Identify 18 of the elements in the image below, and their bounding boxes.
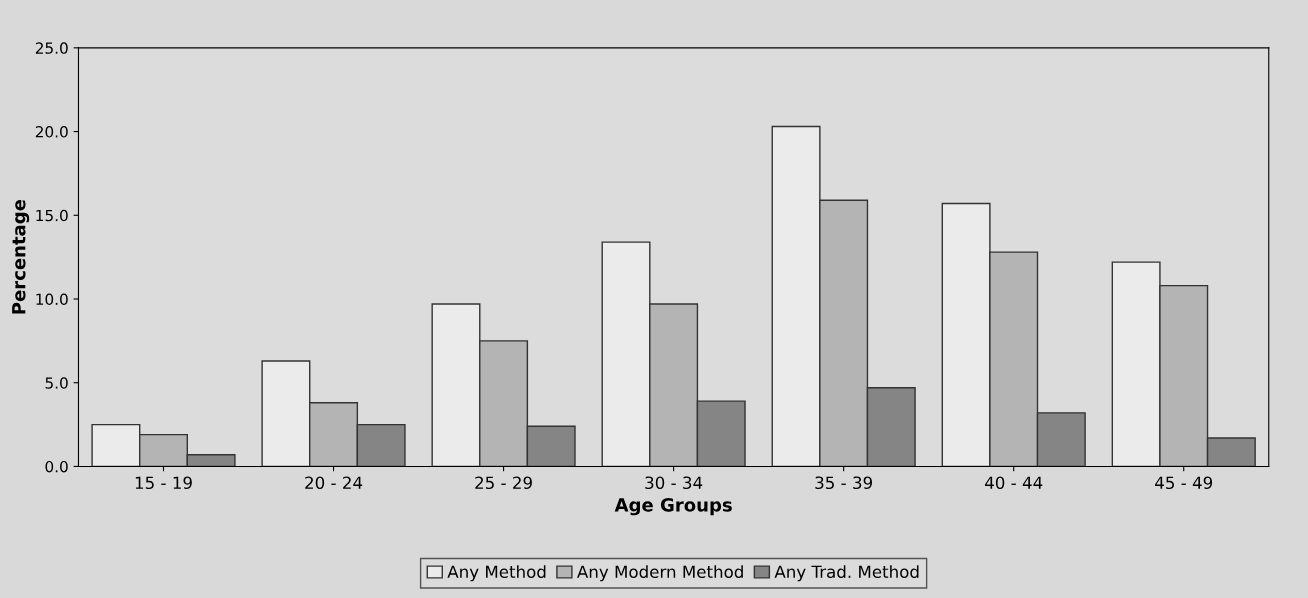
x-tick-label: 40 - 44 <box>985 476 1043 490</box>
x-tick-label: 20 - 24 <box>305 476 363 490</box>
y-tick-label: 0.0 <box>45 460 68 473</box>
y-tick-label: 15.0 <box>36 209 68 222</box>
y-tick-label: 5.0 <box>45 377 68 389</box>
y-tick-label: 20.0 <box>35 126 68 138</box>
y-axis-title: Percentage <box>12 199 30 314</box>
y-tick-label: 10.0 <box>36 293 68 306</box>
x-tick-label: 15 - 19 <box>135 476 192 490</box>
x-tick-label: 35 - 39 <box>815 476 872 490</box>
y-tick-label: 25.0 <box>35 42 68 54</box>
legend-label: Any Trad. Method <box>774 565 919 582</box>
x-axis-title: Age Groups <box>614 498 732 516</box>
legend-label: Any Method <box>447 565 546 582</box>
legend-label: Any Modern Method <box>577 565 743 582</box>
x-tick-label: 30 - 34 <box>645 476 703 490</box>
x-tick-label: 45 - 49 <box>1155 476 1213 490</box>
x-tick-label: 25 - 29 <box>475 476 532 490</box>
